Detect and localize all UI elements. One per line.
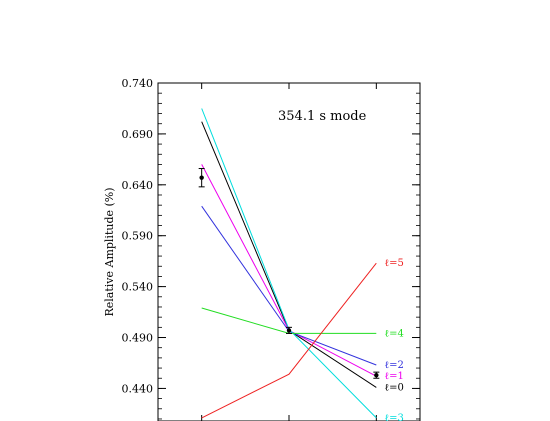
y-tick-label: 0.690 bbox=[122, 128, 154, 141]
series-label: ℓ=2 bbox=[384, 360, 404, 371]
series-line bbox=[201, 121, 377, 388]
x-axis-ticks bbox=[201, 83, 377, 421]
series-label: ℓ=5 bbox=[384, 258, 404, 269]
series-labels: ℓ=0ℓ=1ℓ=2 ℓ=3 ℓ=4 ℓ=5 bbox=[384, 258, 404, 421]
y-axis-ticks: 0.440 0.490 0.540 0.590 0.640 0.690 0.740 bbox=[122, 77, 420, 420]
series-line bbox=[201, 205, 377, 366]
series-label: ℓ=1 bbox=[384, 371, 404, 382]
y-tick-label: 0.440 bbox=[122, 382, 154, 395]
y-tick-label: 0.740 bbox=[122, 77, 154, 90]
y-tick-label: 0.590 bbox=[122, 230, 154, 243]
series-line bbox=[201, 108, 377, 419]
y-tick-label: 0.540 bbox=[122, 281, 154, 294]
series-lines bbox=[201, 108, 377, 419]
observed-points bbox=[198, 168, 380, 379]
series-line bbox=[201, 164, 377, 377]
observed-point bbox=[199, 175, 204, 180]
series-line bbox=[201, 262, 377, 419]
y-axis-label: Relative Amplitude (%) bbox=[103, 187, 116, 316]
observed-point bbox=[286, 328, 292, 333]
chart-title: 354.1 s mode bbox=[278, 109, 367, 124]
series-label: ℓ=3 bbox=[384, 413, 404, 421]
plot-frame bbox=[157, 82, 421, 421]
series-label: ℓ=4 bbox=[384, 328, 404, 339]
y-tick-label: 0.490 bbox=[122, 332, 154, 345]
series-label: ℓ=0 bbox=[384, 382, 404, 393]
y-tick-label: 0.640 bbox=[122, 179, 154, 192]
observed-point bbox=[374, 372, 379, 378]
